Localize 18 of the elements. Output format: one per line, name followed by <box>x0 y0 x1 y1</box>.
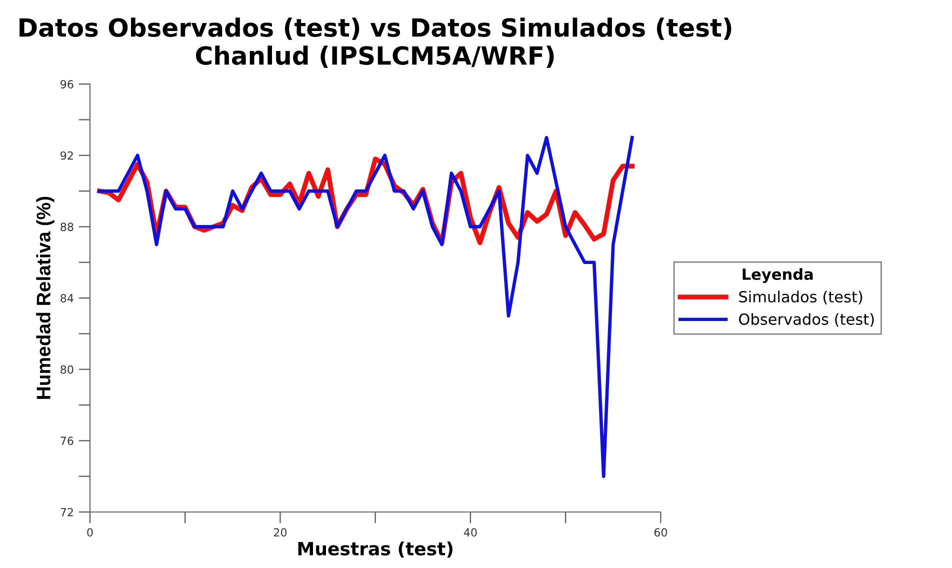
x-tick-label: 40 <box>464 528 477 537</box>
y-tick-label: 88 <box>60 222 74 232</box>
x-tick-label: 0 <box>87 528 93 537</box>
legend-label: Observados (test) <box>739 313 874 327</box>
y-axis-title: Humedad Relativa (%) <box>36 196 54 399</box>
y-tick-label: 80 <box>60 365 74 374</box>
y-tick-label: 96 <box>60 80 74 88</box>
legend-label: Simulados (test) <box>739 290 862 304</box>
chart-title: Datos Observados (test) vs Datos Simulados (test) Chanlud (IPSLCM5A/WRF) <box>20 18 732 68</box>
x-tick-label: 60 <box>654 528 668 537</box>
legend-title: Leyenda <box>742 268 813 284</box>
x-tick-label: 20 <box>274 528 287 537</box>
y-tick-label: 72 <box>60 508 73 516</box>
line-series <box>98 136 634 478</box>
y-tick-label: 76 <box>60 436 74 446</box>
x-axis-title: Muestras (test) <box>298 542 452 558</box>
y-tick-label: 92 <box>60 151 73 160</box>
y-tick-label: 84 <box>60 294 74 302</box>
